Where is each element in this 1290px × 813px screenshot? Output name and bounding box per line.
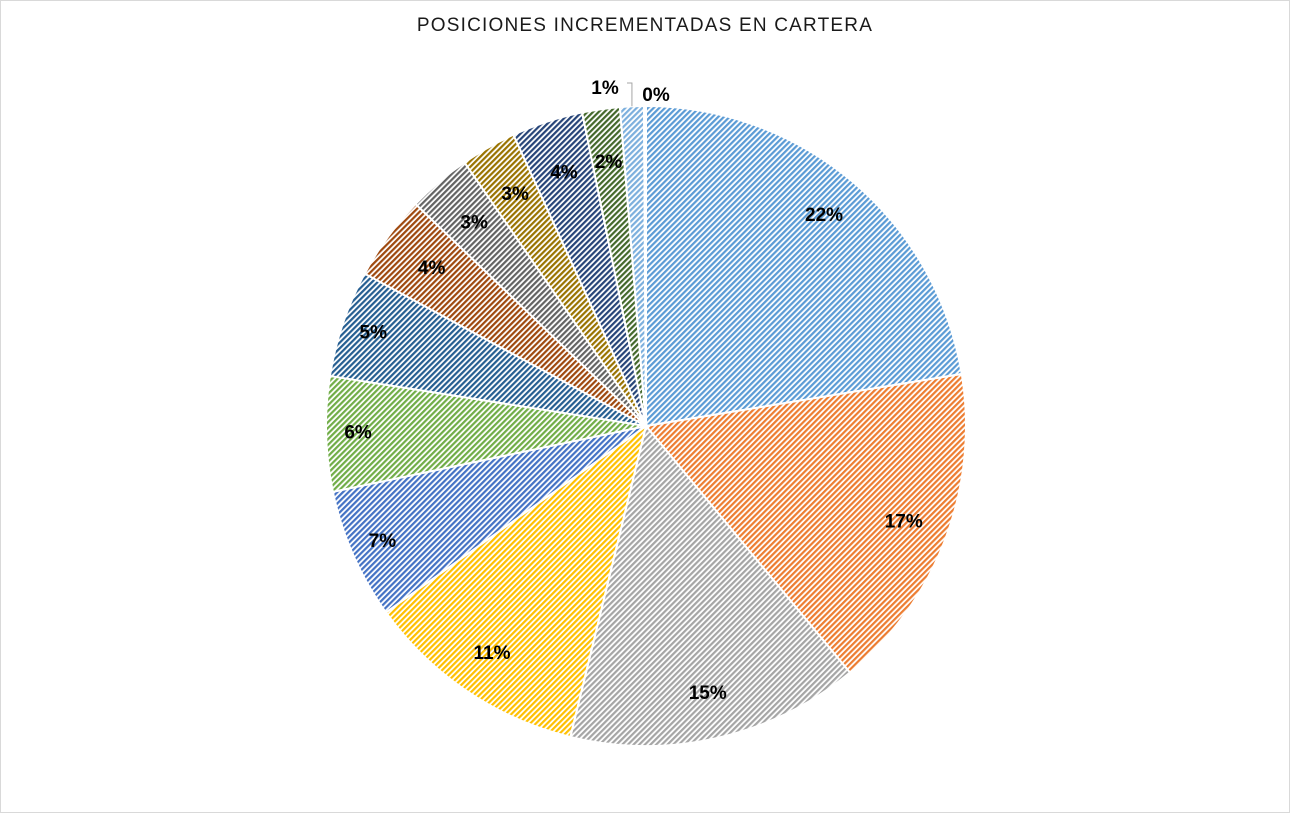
leader-line [627,82,633,107]
data-label: 2% [595,152,623,173]
pie-slice [384,423,648,739]
data-label: 5% [360,323,388,344]
data-label: 15% [689,683,727,704]
pie-slice [569,423,852,747]
data-label: 4% [418,258,446,279]
data-label: 11% [474,643,511,664]
data-label: 3% [460,213,488,234]
data-label: 4% [550,162,578,183]
pie-slice [645,104,963,428]
pie-slice [642,104,647,427]
data-label: 17% [885,511,923,532]
data-label: 1% [591,78,619,99]
chart-title: POSICIONES INCREMENTADAS EN CARTERA [416,15,874,36]
pie-slice [331,425,647,614]
data-label: 3% [501,184,529,205]
data-label: 0% [642,85,670,106]
data-label: 6% [344,422,372,443]
data-label: 7% [369,531,397,552]
pie-slice [644,372,967,674]
data-label: 22% [805,205,843,226]
